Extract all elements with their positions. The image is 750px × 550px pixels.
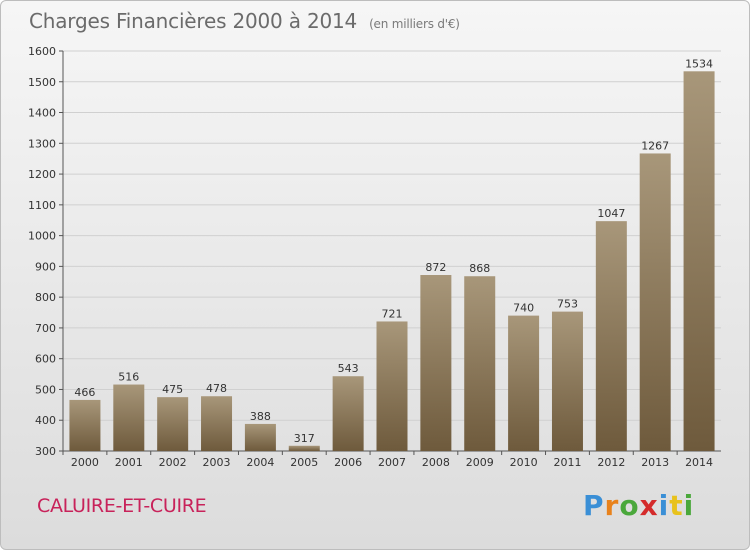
bar-2002 (157, 397, 189, 451)
data-label-2005: 317 (294, 432, 315, 445)
y-tick-label: 900 (35, 260, 56, 273)
y-tick-label: 1200 (28, 168, 56, 181)
x-tick-label-2012: 2012 (597, 456, 625, 469)
logo-letter: o (619, 489, 640, 522)
data-label-2010: 740 (513, 302, 534, 315)
data-label-2000: 466 (74, 386, 95, 399)
chart-subtitle: (en milliers d'€) (369, 17, 460, 31)
data-label-2014: 1534 (685, 57, 713, 70)
data-labels: 466 516 475 478 388 317 543 721 872 868 740 753 1047… (74, 57, 713, 444)
y-tick-label: 1500 (28, 76, 56, 89)
data-label-2002: 475 (162, 383, 183, 396)
y-tick-label: 400 (35, 414, 56, 427)
y-tick-label: 1600 (28, 45, 56, 58)
x-tick-label-2003: 2003 (203, 456, 231, 469)
bars (69, 71, 715, 452)
logo-letter: i (683, 489, 695, 522)
bar-2008 (420, 275, 452, 451)
bar-2007 (376, 321, 408, 451)
x-tick-label-2006: 2006 (334, 456, 362, 469)
x-tick-label-2000: 2000 (71, 456, 99, 469)
bar-2013 (639, 153, 671, 451)
data-label-2006: 543 (338, 362, 359, 375)
data-label-2012: 1047 (597, 207, 625, 220)
y-tick-label: 700 (35, 322, 56, 335)
bar-2000 (69, 399, 101, 451)
y-tick-label: 600 (35, 353, 56, 366)
y-tick-label: 1400 (28, 107, 56, 120)
chart-title: Charges Financières 2000 à 2014 (en milli… (29, 9, 460, 33)
bar-2011 (551, 311, 583, 451)
bar-2012 (595, 221, 627, 451)
bar-2001 (113, 384, 145, 451)
x-tick-label-2005: 2005 (290, 456, 318, 469)
x-tick-label-2001: 2001 (115, 456, 143, 469)
bar-2014 (683, 71, 715, 452)
y-tick-label: 1000 (28, 230, 56, 243)
x-tick-label-2004: 2004 (246, 456, 274, 469)
proxiti-logo: Proxiti (583, 489, 694, 522)
data-label-2003: 478 (206, 382, 227, 395)
data-label-2013: 1267 (641, 139, 669, 152)
x-tick-label-2007: 2007 (378, 456, 406, 469)
y-tick-label: 500 (35, 383, 56, 396)
city-name: CALUIRE-ET-CUIRE (37, 495, 207, 517)
x-tick-label-2013: 2013 (641, 456, 669, 469)
y-tick-label: 300 (35, 445, 56, 458)
x-tick-label-2010: 2010 (510, 456, 538, 469)
data-label-2004: 388 (250, 410, 271, 423)
logo-letter: i (658, 489, 670, 522)
bar-2009 (464, 276, 496, 451)
data-label-2009: 868 (469, 262, 490, 275)
data-label-2001: 516 (118, 371, 139, 384)
chart-title-text: Charges Financières 2000 à 2014 (29, 9, 358, 33)
x-tick-label-2011: 2011 (553, 456, 581, 469)
bar-2005 (288, 445, 320, 451)
x-tick-label-2009: 2009 (466, 456, 494, 469)
y-tick-label: 1100 (28, 199, 56, 212)
data-label-2011: 753 (557, 298, 578, 311)
data-label-2008: 872 (425, 261, 446, 274)
bar-2006 (332, 376, 364, 451)
logo-letter: x (639, 489, 659, 522)
bar-2004 (244, 423, 276, 451)
x-tick-label-2008: 2008 (422, 456, 450, 469)
y-tick-label: 1300 (28, 137, 56, 150)
data-label-2007: 721 (382, 307, 403, 320)
logo-letter: r (604, 489, 620, 522)
logo-letter: P (583, 489, 605, 522)
logo-letter: t (669, 489, 684, 522)
bar-2010 (508, 315, 540, 451)
y-tick-label: 800 (35, 291, 56, 304)
bar-2003 (201, 396, 233, 451)
x-tick-label-2014: 2014 (685, 456, 713, 469)
x-axis-ticks: 2000 2001 2002 2003 2004 2005 2006 2007 2008 2009… (62, 451, 713, 469)
x-tick-label-2002: 2002 (159, 456, 187, 469)
